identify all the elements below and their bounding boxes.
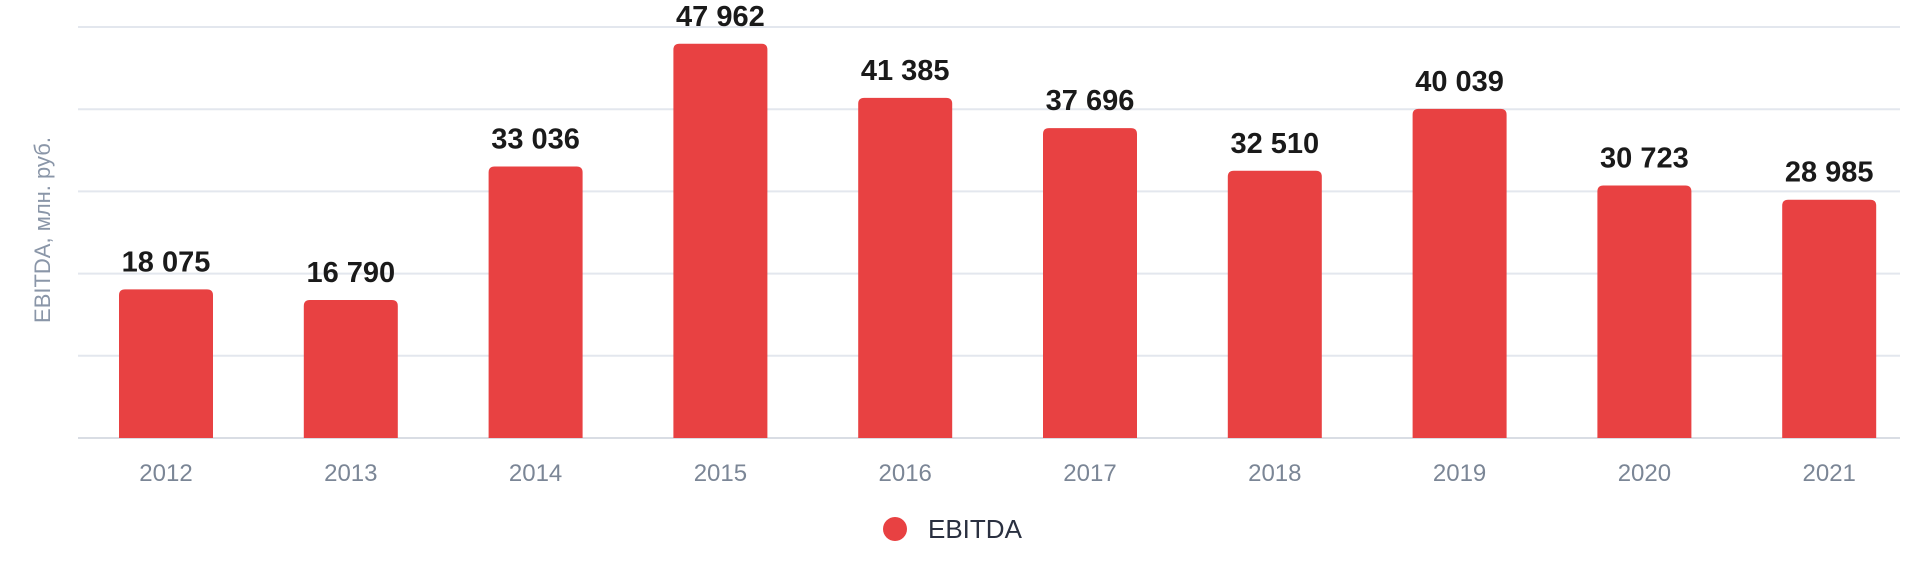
value-label-2018: 32 510	[1230, 128, 1319, 160]
x-tick-2014: 2014	[509, 460, 562, 487]
value-label-2019: 40 039	[1415, 66, 1504, 98]
bar-2015	[673, 43, 768, 439]
x-tick-2015: 2015	[694, 460, 747, 487]
value-label-2016: 41 385	[861, 55, 950, 87]
bar-2018	[1227, 170, 1322, 438]
bar-2013	[303, 299, 398, 438]
y-axis-label: EBITDA, млн. руб.	[30, 137, 55, 323]
value-label-2020: 30 723	[1600, 142, 1689, 174]
value-label-2015: 47 962	[676, 1, 765, 33]
value-labels: 18 075 16 790 33 036 47 962 41 385 37 696 32 5…	[122, 1, 1874, 289]
legend-label-ebitda: EBITDA	[928, 514, 1023, 544]
bar-2012	[119, 289, 213, 438]
bars	[119, 43, 1877, 439]
value-label-2013: 16 790	[306, 257, 395, 289]
bar-2017	[1043, 128, 1137, 438]
bar-2019	[1412, 108, 1507, 438]
bar-2016	[858, 97, 953, 438]
value-label-2012: 18 075	[122, 246, 211, 278]
x-tick-2019: 2019	[1433, 460, 1486, 487]
legend: EBITDA	[883, 514, 1023, 544]
x-tick-2016: 2016	[879, 460, 932, 487]
x-tick-2012: 2012	[139, 460, 192, 487]
bar-2014	[488, 166, 583, 438]
bar-2021	[1782, 199, 1877, 438]
x-tick-2017: 2017	[1063, 460, 1116, 487]
value-label-2021: 28 985	[1785, 157, 1874, 189]
value-label-2017: 37 696	[1046, 85, 1135, 117]
x-tick-2018: 2018	[1248, 460, 1301, 487]
x-tick-2021: 2021	[1803, 460, 1856, 487]
legend-swatch-ebitda	[883, 517, 907, 541]
bar-2020	[1597, 185, 1692, 438]
x-tick-2013: 2013	[324, 460, 377, 487]
x-tick-2020: 2020	[1618, 460, 1671, 487]
x-axis-ticks: 2012 2013 2014 2015 2016 2017 2018 2019 2020 2021	[139, 460, 1856, 487]
value-label-2014: 33 036	[491, 123, 580, 155]
